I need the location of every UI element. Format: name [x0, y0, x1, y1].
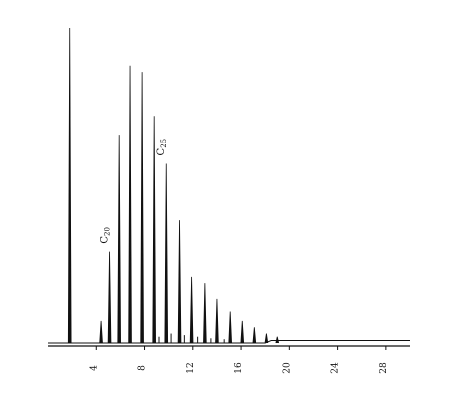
peak-3 [107, 251, 112, 344]
x-tick-label-4: 4 [89, 365, 99, 371]
peak-series [67, 27, 280, 344]
peak-15 [252, 327, 257, 344]
peak-6 [140, 72, 144, 344]
peak-annotations: C20 C25 [100, 139, 169, 244]
x-tick-label-28: 28 [379, 362, 389, 374]
x-tick-label-8: 8 [138, 365, 148, 371]
peak-17 [275, 336, 280, 344]
peak-8 [164, 163, 169, 344]
x-tick-label-16: 16 [234, 362, 244, 374]
x-tick-label-12: 12 [186, 362, 196, 373]
peak-16 [264, 333, 269, 344]
x-axis-ticks [95, 346, 387, 350]
x-tick-label-24: 24 [331, 362, 341, 374]
x-tick-label-20: 20 [282, 362, 292, 374]
peak-1 [67, 27, 72, 344]
peak-7 [152, 116, 156, 344]
peak-11 [203, 283, 207, 344]
peak-10 [189, 276, 194, 344]
peak-12 [215, 298, 219, 344]
peak-9 [177, 220, 182, 344]
x-axis-tick-labels: 4 8 12 16 20 24 28 [89, 362, 389, 374]
peak-label-C20: C20 [100, 227, 112, 244]
peak-label-C25: C25 [156, 139, 168, 156]
peak-4 [117, 135, 121, 344]
peak-2 [99, 320, 103, 344]
peak-13 [228, 311, 233, 344]
peak-5 [128, 65, 132, 344]
peak-14 [240, 320, 245, 344]
